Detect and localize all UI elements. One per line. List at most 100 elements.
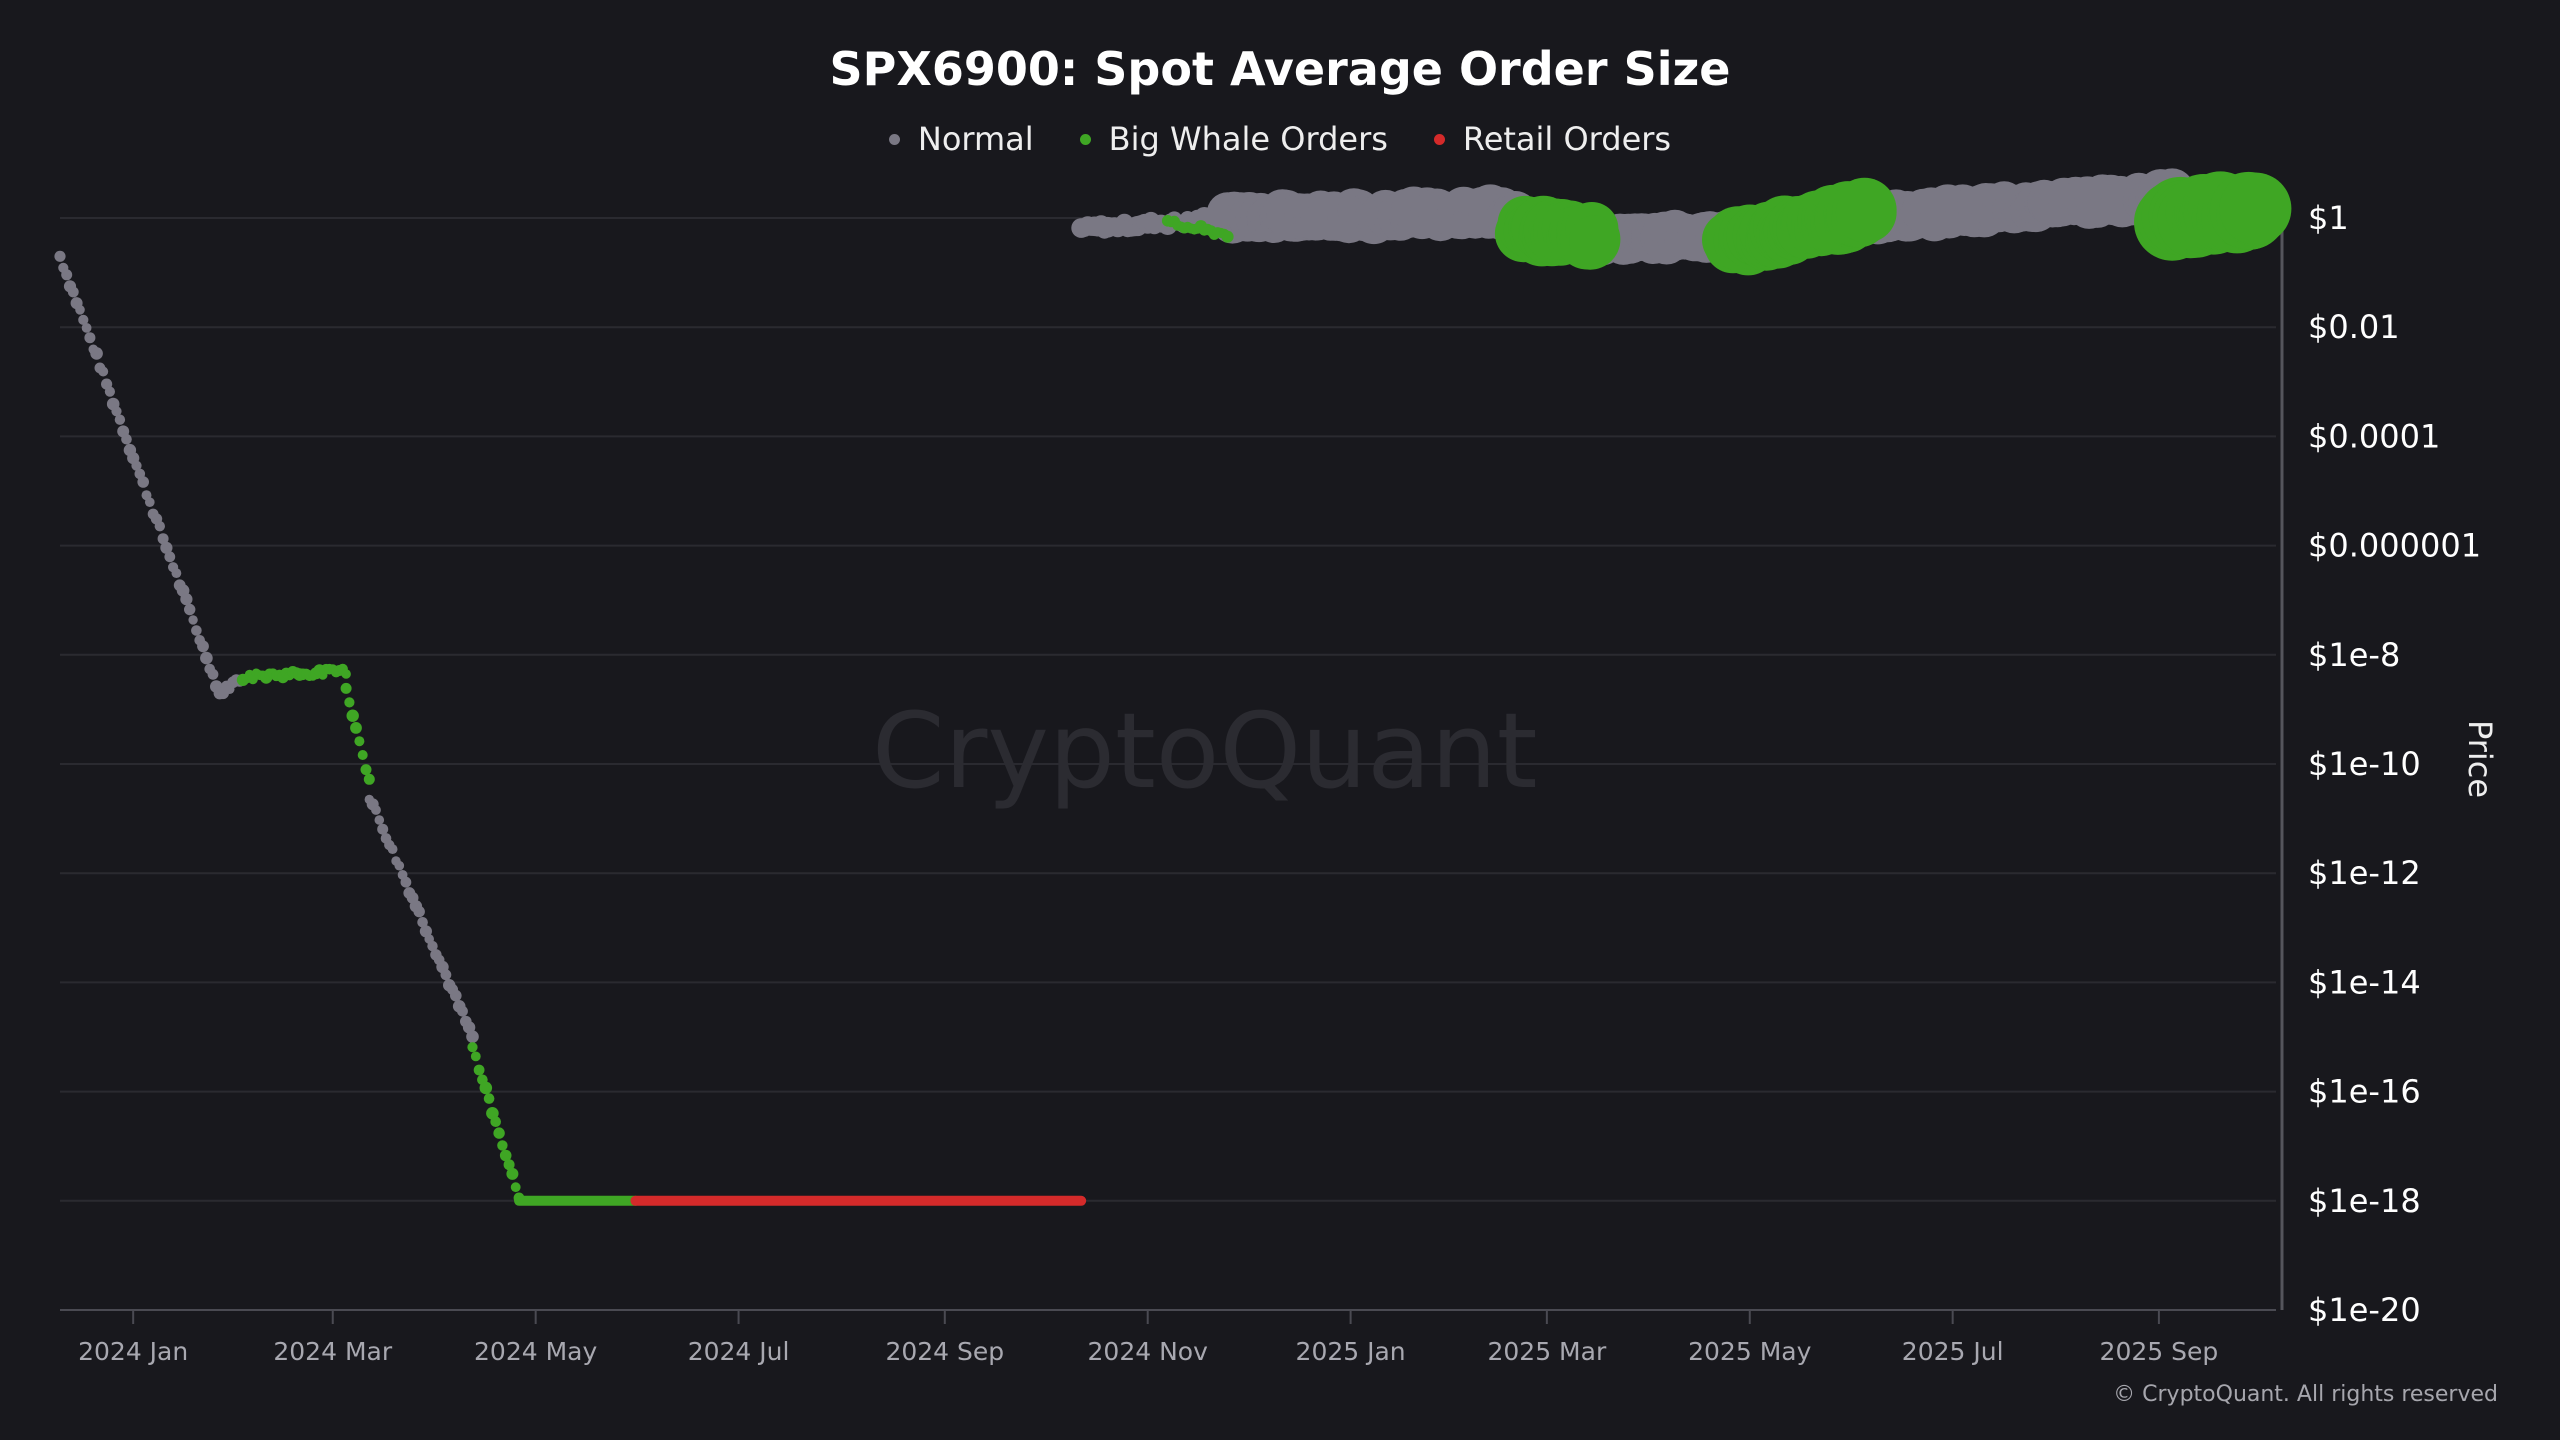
data-point <box>160 541 173 554</box>
tick-labels: $1 $0.01 $0.0001 $0.000001 $1e-8 $1e-10 $1e-12… <box>78 199 2481 1366</box>
x-tick-label: 2025 Jan <box>1296 1337 1406 1366</box>
data-point <box>2219 172 2292 245</box>
data-point <box>54 250 66 262</box>
data-point <box>387 844 398 854</box>
series-big-whale-orders <box>236 171 2292 1206</box>
data-point <box>357 750 368 760</box>
data-point <box>466 1030 479 1043</box>
data-points <box>54 168 2292 1206</box>
data-point <box>340 682 352 694</box>
x-tick-label: 2024 Jan <box>78 1337 188 1366</box>
data-point <box>354 736 365 747</box>
data-point <box>493 1127 505 1139</box>
data-point <box>1835 182 1897 243</box>
y-tick-label: $1 <box>2308 199 2349 237</box>
data-point <box>377 823 389 835</box>
copyright-notice: © CryptoQuant. All rights reserved <box>2113 1382 2498 1407</box>
data-point <box>98 366 109 377</box>
data-point <box>440 969 452 981</box>
data-point <box>470 1051 481 1062</box>
y-tick-label: $1e-20 <box>2308 1291 2421 1329</box>
data-point <box>473 1064 485 1076</box>
watermark: CryptoQuant <box>872 690 1538 812</box>
data-point <box>180 593 193 606</box>
data-point <box>417 917 428 928</box>
data-point <box>1569 215 1618 265</box>
data-point <box>371 805 381 815</box>
data-point <box>81 323 92 333</box>
y-tick-label: $1e-18 <box>2308 1182 2421 1220</box>
data-point <box>427 940 438 952</box>
y-tick-label: $1e-10 <box>2308 745 2421 783</box>
chart-title: SPX6900: Spot Average Order Size <box>829 42 1731 96</box>
legend-dot-normal <box>888 133 900 145</box>
legend-label-big-whale: Big Whale Orders <box>1108 120 1388 158</box>
y-tick-label: $0.01 <box>2308 308 2400 346</box>
data-point <box>78 314 89 325</box>
data-point <box>413 905 425 918</box>
y-axis-title: Price <box>2461 719 2499 799</box>
x-tick-label: 2024 Nov <box>1088 1337 1209 1366</box>
data-point <box>200 651 213 665</box>
legend-dot-big-whale <box>1079 133 1091 145</box>
data-point <box>457 1005 468 1017</box>
data-point <box>131 460 142 471</box>
data-point <box>346 709 359 722</box>
data-point <box>341 669 351 679</box>
data-point <box>207 668 219 680</box>
data-point <box>184 603 196 616</box>
axes <box>60 198 2284 1324</box>
y-tick-label: $0.0001 <box>2308 417 2440 455</box>
x-tick-label: 2024 Mar <box>273 1337 392 1366</box>
legend-label-normal: Normal <box>917 120 1034 158</box>
chart-legend: Normal Big Whale Orders Retail Orders <box>0 120 2560 158</box>
data-point <box>114 414 126 425</box>
data-point <box>479 1081 493 1095</box>
x-tick-label: 2025 May <box>1688 1337 1811 1366</box>
data-point <box>374 815 385 825</box>
legend-dot-retail <box>1433 133 1445 145</box>
legend-item-normal[interactable]: Normal <box>888 120 1034 158</box>
data-point <box>67 286 79 298</box>
data-point <box>188 615 198 625</box>
data-point <box>400 876 412 888</box>
legend-item-retail[interactable]: Retail Orders <box>1433 120 1672 158</box>
data-point <box>61 269 73 281</box>
data-point <box>506 1167 519 1180</box>
data-point <box>510 1182 521 1193</box>
data-point <box>164 551 176 563</box>
y-tick-label: $1e-14 <box>2308 963 2421 1001</box>
x-tick-label: 2024 Sep <box>885 1337 1004 1366</box>
data-point <box>344 697 355 708</box>
data-point <box>171 568 182 578</box>
data-point <box>503 1159 515 1171</box>
legend-label-retail: Retail Orders <box>1462 120 1672 158</box>
data-point <box>497 1140 508 1151</box>
data-point <box>90 347 103 360</box>
series-normal <box>54 168 2195 1043</box>
y-tick-label: $1e-12 <box>2308 854 2421 892</box>
data-point <box>483 1093 495 1104</box>
data-point <box>450 989 462 1002</box>
data-point <box>467 1042 478 1053</box>
data-point <box>490 1116 502 1127</box>
data-point <box>499 1149 512 1162</box>
x-tick-label: 2024 Jul <box>688 1337 790 1366</box>
data-point <box>363 773 375 785</box>
x-tick-label: 2025 Jul <box>1902 1337 2004 1366</box>
data-point <box>157 533 169 545</box>
data-point <box>350 722 362 734</box>
data-point <box>104 386 115 397</box>
data-point <box>197 640 209 653</box>
data-point <box>360 764 372 776</box>
data-point <box>121 433 132 445</box>
legend-item-big-whale[interactable]: Big Whale Orders <box>1079 120 1388 158</box>
y-tick-label: $0.000001 <box>2308 527 2481 565</box>
data-point <box>154 521 165 532</box>
data-point <box>191 625 202 636</box>
data-point <box>1221 230 1234 243</box>
data-point <box>394 860 405 871</box>
y-tick-label: $1e-16 <box>2308 1073 2421 1111</box>
x-tick-label: 2025 Sep <box>2100 1337 2219 1366</box>
